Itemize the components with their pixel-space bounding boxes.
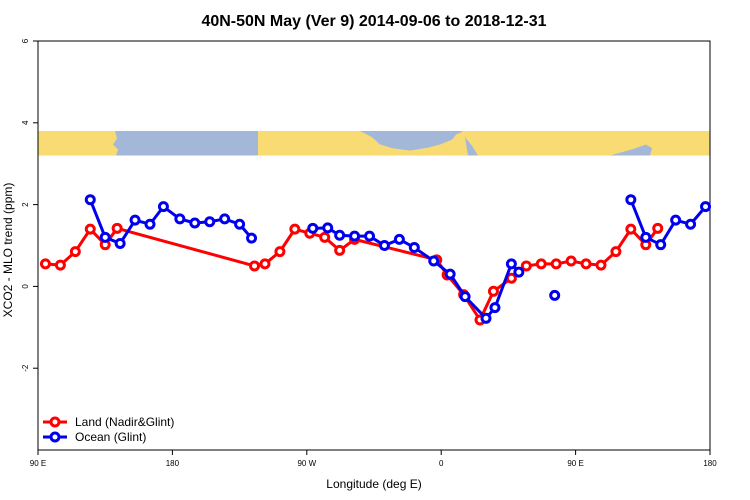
- series-1-point-7: [189, 217, 201, 229]
- series-1-point-15: [349, 230, 361, 242]
- y-tick-label-1: 0: [21, 284, 30, 289]
- series-1-point-21: [444, 268, 456, 280]
- series-1-point-0: [84, 194, 96, 206]
- series-1-point-27: [549, 289, 561, 301]
- map-band: [38, 130, 710, 156]
- series-1-point-8: [204, 216, 216, 228]
- y-tick-label-0: -2: [21, 364, 30, 372]
- series-1-point-26: [513, 266, 525, 278]
- series-0: [39, 222, 664, 326]
- series-0-point-12: [334, 244, 346, 256]
- series-1-point-3: [129, 214, 141, 226]
- series-1-point-2: [114, 237, 126, 249]
- series-0-point-23: [565, 255, 577, 267]
- series-0-point-29: [652, 222, 664, 234]
- series-1-point-12: [307, 222, 319, 234]
- plot-frame: [37, 40, 711, 451]
- legend-land-label: Land (Nadir&Glint): [75, 415, 174, 429]
- y-tick-label-2: 2: [21, 202, 30, 207]
- series-0-point-7: [259, 258, 271, 270]
- x-tick-label-0: 90 E: [30, 459, 46, 468]
- series-1-point-23: [480, 312, 492, 324]
- series-1-point-17: [378, 240, 390, 251]
- series-0-point-26: [610, 246, 622, 258]
- y-axis-label: XCO2 - MLO trend (ppm): [1, 183, 15, 318]
- chart-title: 40N-50N May (Ver 9) 2014-09-06 to 2018-1…: [201, 13, 546, 30]
- series-1-point-5: [157, 201, 169, 213]
- series-1-point-6: [174, 213, 186, 225]
- y-axis: -2 0 2 4 6: [21, 38, 38, 372]
- series-1-point-30: [655, 239, 667, 251]
- series-1: [84, 194, 712, 324]
- series-0-point-21: [535, 258, 547, 270]
- series-0-point-3: [84, 223, 96, 235]
- series-1-point-13: [322, 222, 334, 234]
- series-1-point-4: [144, 218, 156, 230]
- series-0-point-9: [289, 223, 301, 235]
- series-1-point-19: [408, 242, 420, 254]
- legend-ocean-label: Ocean (Glint): [75, 430, 146, 444]
- legend-land-marker: [49, 416, 61, 428]
- series-layer: [39, 194, 712, 326]
- legend-ocean-marker: [49, 431, 61, 443]
- series-0-point-18: [487, 285, 499, 297]
- series-0-point-0: [39, 258, 51, 270]
- map-land-0: [38, 130, 118, 156]
- series-1-point-31: [670, 214, 682, 226]
- series-0-point-11: [319, 231, 331, 243]
- y-tick-label-3: 4: [21, 120, 30, 125]
- y-tick-label-4: 6: [21, 38, 30, 43]
- series-1-point-9: [219, 213, 231, 225]
- series-0-point-24: [580, 258, 592, 270]
- series-1-point-10: [234, 218, 246, 230]
- series-1-point-25: [505, 258, 517, 270]
- series-0-point-6: [249, 260, 261, 272]
- series-1-point-29: [640, 231, 652, 243]
- x-tick-label-4: 90 E: [567, 459, 583, 468]
- series-1-point-16: [364, 230, 376, 242]
- map-land-2: [462, 130, 710, 156]
- series-0-point-2: [69, 246, 81, 258]
- series-0-point-22: [550, 258, 562, 270]
- legend: Land (Nadir&Glint) Ocean (Glint): [43, 415, 174, 444]
- series-1-point-1: [99, 231, 111, 243]
- series-0-point-1: [54, 259, 66, 271]
- series-1-point-33: [700, 201, 712, 213]
- series-1-point-14: [334, 229, 346, 241]
- series-1-point-22: [459, 291, 471, 303]
- series-0-point-25: [595, 259, 607, 271]
- series-1-point-18: [393, 233, 405, 245]
- series-0-point-20: [520, 260, 532, 272]
- series-0-point-8: [274, 246, 286, 258]
- series-0-point-5: [111, 222, 123, 234]
- series-1-point-20: [428, 255, 440, 267]
- x-tick-label-2: 90 W: [297, 459, 316, 468]
- map-land-1: [258, 130, 468, 156]
- x-axis: 90 E 180 90 W 0 90 E 180: [30, 450, 717, 468]
- series-1-point-32: [685, 218, 697, 230]
- x-tick-label-3: 0: [439, 459, 444, 468]
- series-0-point-27: [625, 223, 637, 235]
- x-axis-label: Longitude (deg E): [326, 477, 421, 491]
- series-1-point-11: [246, 232, 258, 244]
- x-tick-label-1: 180: [166, 459, 180, 468]
- series-1-point-28: [625, 194, 637, 206]
- x-tick-label-5: 180: [703, 459, 717, 468]
- series-1-point-24: [489, 302, 501, 314]
